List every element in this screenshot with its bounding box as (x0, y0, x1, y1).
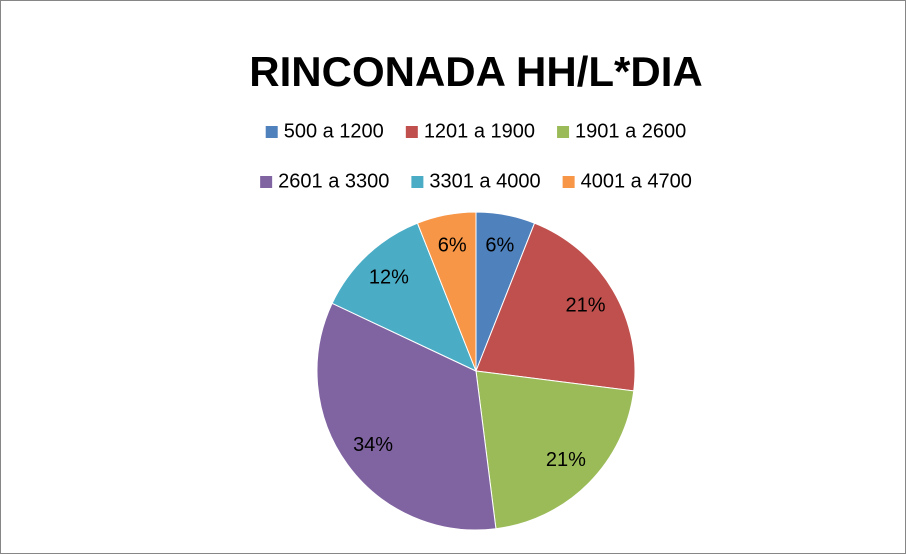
legend-label: 1201 a 1900 (424, 120, 535, 142)
pie-slice (316, 302, 497, 531)
legend-label: 1901 a 2600 (575, 120, 686, 142)
legend-label: 3301 a 4000 (429, 170, 540, 192)
legend-swatch (562, 176, 575, 188)
data-label: 34% (353, 434, 393, 456)
legend-swatch (265, 126, 278, 138)
legend-label: 4001 a 4700 (581, 170, 692, 192)
data-label: 12% (369, 267, 409, 289)
pie-slice (475, 222, 636, 392)
data-label: 21% (546, 449, 586, 471)
data-label: 6% (485, 234, 514, 256)
legend-swatch (260, 176, 273, 188)
legend-label: 500 a 1200 (284, 120, 384, 142)
data-label: 21% (565, 295, 605, 317)
pie-slice (416, 211, 477, 372)
legend-swatch (405, 126, 418, 138)
legend-swatch (557, 126, 570, 138)
pie-slice (475, 370, 635, 530)
chart-title: RINCONADA HH/L*DIA (249, 48, 702, 95)
legend-swatch (411, 176, 424, 188)
pie-slice (331, 222, 477, 372)
data-label: 6% (438, 234, 467, 256)
legend-label: 2601 a 3300 (278, 170, 389, 192)
